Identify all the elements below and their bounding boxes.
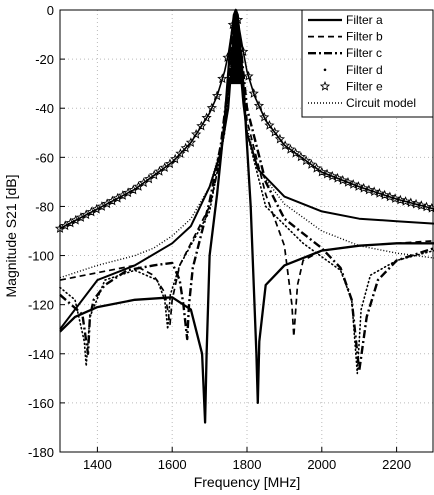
series-line-filter-c xyxy=(59,8,434,373)
y-tick-label: -140 xyxy=(28,347,54,362)
legend: Filter a Filter b Filter c Filter d Filter e… xyxy=(301,9,434,118)
y-tick-label: -120 xyxy=(28,298,54,313)
legend-box xyxy=(301,9,434,118)
series-marker-filter-e xyxy=(332,172,343,183)
series-marker-filter-e xyxy=(426,202,434,213)
legend-item: Filter e xyxy=(319,79,383,93)
series-marker-filter-e xyxy=(280,140,291,150)
y-tick-label: -100 xyxy=(28,249,54,264)
series-marker-filter-e xyxy=(327,170,338,181)
legend-item: Filter c xyxy=(308,46,382,60)
series-marker-filter-e xyxy=(201,112,212,123)
series-marker-filter-e xyxy=(348,179,359,189)
series-marker-filter-e xyxy=(384,191,395,202)
legend-label: Filter b xyxy=(346,30,383,44)
y-tick-label: -60 xyxy=(35,150,54,165)
series-marker-filter-e xyxy=(311,162,322,173)
y-tick-label: -80 xyxy=(35,199,54,214)
legend-swatch xyxy=(323,68,327,72)
axes: 1400 1600 1800 2000 2200 0 -20 -40 -60 -80 -100 -12… xyxy=(28,3,434,472)
series-marker-filter-e xyxy=(243,70,254,81)
y-tick-label: -20 xyxy=(35,52,54,67)
series-marker-filter-e xyxy=(185,137,197,147)
series-marker-filter-e xyxy=(217,73,228,84)
series-marker-filter-e xyxy=(269,126,280,137)
series-marker-filter-e xyxy=(196,120,207,131)
x-tick-label: 2000 xyxy=(307,457,336,472)
legend-label: Filter d xyxy=(346,63,383,77)
series-marker-filter-e xyxy=(238,46,249,57)
y-tick-label: -160 xyxy=(28,396,54,411)
legend-item: Filter d xyxy=(323,63,383,77)
series-marker-filter-e xyxy=(300,155,312,166)
legend-item: Circuit model xyxy=(308,96,416,110)
y-tick-label: 0 xyxy=(47,3,54,18)
series-marker-filter-e xyxy=(295,151,306,162)
series-marker-filter-e xyxy=(211,90,223,101)
legend-label: Filter c xyxy=(346,46,382,60)
series-marker-filter-e xyxy=(264,120,275,130)
series-marker-filter-e xyxy=(274,133,286,144)
series-marker-filter-e xyxy=(248,88,259,98)
series-layer xyxy=(54,8,434,424)
series-marker-filter-e xyxy=(259,111,270,122)
series-marker-filter-e xyxy=(395,194,406,205)
series-marker-filter-e xyxy=(405,197,416,208)
legend-item: Filter b xyxy=(308,30,383,44)
grid xyxy=(60,9,434,453)
series-marker-filter-e xyxy=(306,159,317,169)
x-axis-label: Frequency [MHz] xyxy=(194,474,301,490)
series-marker-filter-e xyxy=(321,168,333,179)
series-marker-filter-e xyxy=(285,144,296,154)
series-marker-filter-e xyxy=(337,174,348,185)
series-marker-filter-e xyxy=(358,182,369,193)
series-marker-filter-e xyxy=(180,142,191,153)
series-marker-filter-e xyxy=(222,52,233,62)
x-tick-label: 1800 xyxy=(233,457,262,472)
series-marker-filter-e xyxy=(316,166,327,177)
y-tick-label: -40 xyxy=(35,101,54,116)
series-marker-filter-e xyxy=(421,201,432,212)
legend-label: Circuit model xyxy=(346,96,416,110)
y-tick-label: -180 xyxy=(28,445,54,460)
series-marker-filter-e xyxy=(416,200,427,210)
x-tick-label: 2200 xyxy=(382,457,411,472)
legend-label: Filter e xyxy=(346,79,383,93)
series-marker-filter-e xyxy=(175,148,186,158)
series-marker-filter-e xyxy=(353,181,364,191)
series-marker-filter-e xyxy=(369,186,380,197)
series-line-filter-d xyxy=(59,9,434,375)
x-tick-label: 1400 xyxy=(83,457,112,472)
series-marker-filter-e xyxy=(374,188,385,198)
series-marker-filter-e xyxy=(290,147,301,158)
legend-item: Filter a xyxy=(308,13,383,27)
legend-label: Filter a xyxy=(346,13,383,27)
series-marker-filter-e xyxy=(389,193,401,203)
series-marker-filter-e xyxy=(253,100,265,111)
series-marker-filter-e xyxy=(363,184,375,195)
series-marker-filter-e xyxy=(400,196,411,206)
y-axis-label: Magnitude S21 [dB] xyxy=(3,175,19,298)
series-marker-filter-e xyxy=(342,177,354,187)
series-marker-filter-e xyxy=(191,128,202,139)
x-tick-label: 1600 xyxy=(158,457,187,472)
series-marker-filter-e xyxy=(170,153,181,164)
series-marker-filter-e xyxy=(206,102,217,113)
series-marker-filter-e xyxy=(379,189,390,200)
series-line-filter-b xyxy=(59,9,434,338)
legend-swatch xyxy=(319,81,331,91)
resonance-peak xyxy=(229,9,242,85)
series-marker-filter-e xyxy=(410,198,422,209)
